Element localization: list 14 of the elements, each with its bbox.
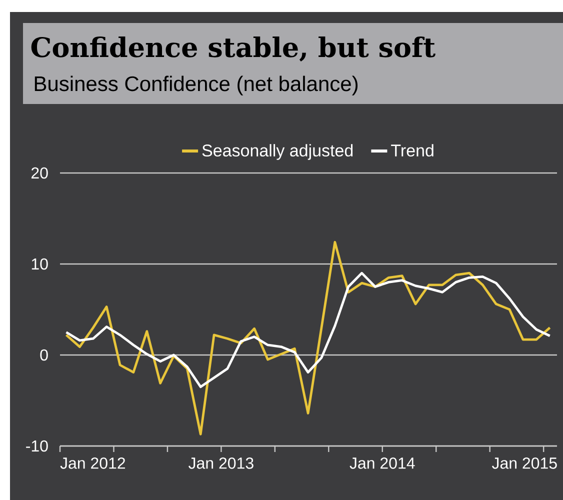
chart-subtitle: Business Confidence (net balance) [34,76,358,96]
x-tick-label: Jan 2013 [188,458,254,469]
y-tick-label: -10 [26,440,48,452]
y-tick-label: 20 [32,167,48,179]
y-tick-label: 0 [40,349,48,361]
chart-title: Confidence stable, but soft [31,36,436,62]
y-tick-label: 10 [32,258,48,270]
legend-label: Trend [391,144,434,157]
line-series [65,240,552,436]
x-tick-label: Jan 2014 [350,458,415,469]
x-tick-label: Jan 2012 [60,458,126,469]
legend-label: Seasonally adjusted [202,144,353,160]
x-tick-label: Jan 2015 [492,458,557,469]
line-series [65,272,552,388]
